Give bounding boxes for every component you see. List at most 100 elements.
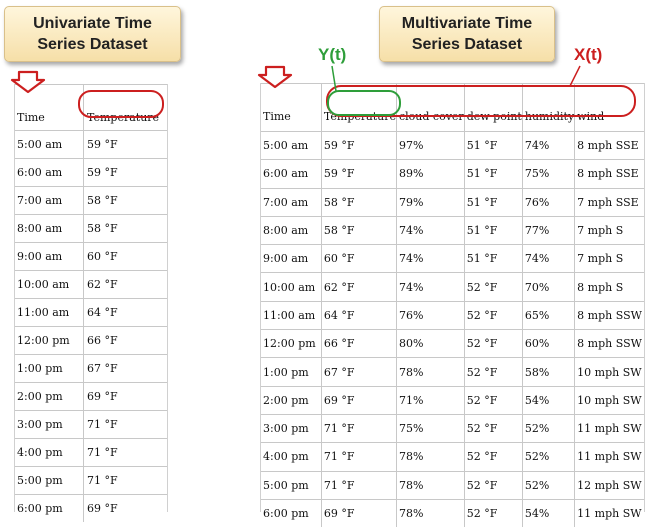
univariate-title-line2: Series Dataset — [5, 34, 180, 55]
wind-cell: 10 mph SW — [575, 386, 644, 414]
humidity-cell: 54% — [522, 499, 574, 527]
cloud-cover-cell: 75% — [397, 414, 465, 442]
time-cell: 12:00 pm — [15, 327, 84, 355]
time-cell: 12:00 pm — [261, 330, 321, 358]
time-cell: 4:00 pm — [261, 443, 321, 471]
univariate-header-row: Time Temperature — [15, 85, 167, 131]
wind-cell: 8 mph SSW — [575, 301, 644, 329]
univariate-header-time: Time — [15, 85, 84, 131]
cloud-cover-cell: 74% — [397, 245, 465, 273]
wind-cell: 8 mph S — [575, 273, 644, 301]
temperature-cell: 69 °F — [84, 383, 168, 411]
time-cell: 5:00 am — [15, 131, 84, 159]
temperature-cell: 71 °F — [84, 467, 168, 495]
multivariate-table: Time Temperature cloud cover dew point h… — [261, 83, 644, 527]
dew-point-cell: 52 °F — [464, 330, 522, 358]
multivariate-header-temperature: Temperature — [321, 84, 396, 132]
humidity-cell: 58% — [522, 358, 574, 386]
temperature-cell: 64 °F — [84, 299, 168, 327]
temperature-cell: 71 °F — [321, 443, 396, 471]
y-t-label: Y(t) — [318, 45, 346, 65]
time-cell: 1:00 pm — [15, 355, 84, 383]
humidity-cell: 76% — [522, 188, 574, 216]
time-cell: 4:00 pm — [15, 439, 84, 467]
wind-cell: 8 mph SSE — [575, 132, 644, 160]
dew-point-cell: 51 °F — [464, 188, 522, 216]
wind-cell: 11 mph SW — [575, 443, 644, 471]
time-cell: 11:00 am — [261, 301, 321, 329]
time-cell: 8:00 am — [15, 215, 84, 243]
dew-point-cell: 51 °F — [464, 132, 522, 160]
temperature-cell: 62 °F — [321, 273, 396, 301]
wind-cell: 8 mph SSW — [575, 330, 644, 358]
multivariate-header-dew-point: dew point — [464, 84, 522, 132]
time-cell: 6:00 am — [15, 159, 84, 187]
temperature-cell: 59 °F — [84, 159, 168, 187]
humidity-cell: 74% — [522, 245, 574, 273]
temperature-cell: 60 °F — [84, 243, 168, 271]
temperature-cell: 64 °F — [321, 301, 396, 329]
humidity-cell: 74% — [522, 132, 574, 160]
x-t-label: X(t) — [574, 45, 602, 65]
multivariate-title-line2: Series Dataset — [380, 34, 554, 55]
temperature-cell: 71 °F — [84, 411, 168, 439]
multivariate-header-row: Time Temperature cloud cover dew point h… — [261, 84, 644, 132]
multivariate-header-humidity: humidity — [522, 84, 574, 132]
dew-point-cell: 51 °F — [464, 245, 522, 273]
cloud-cover-cell: 97% — [397, 132, 465, 160]
time-cell: 2:00 pm — [15, 383, 84, 411]
univariate-title: Univariate Time Series Dataset — [4, 6, 181, 62]
temperature-cell: 58 °F — [321, 188, 396, 216]
temperature-cell: 60 °F — [321, 245, 396, 273]
temperature-cell: 59 °F — [321, 160, 396, 188]
time-cell: 3:00 pm — [15, 411, 84, 439]
dew-point-cell: 51 °F — [464, 160, 522, 188]
time-cell: 8:00 am — [261, 216, 321, 244]
time-cell: 6:00 pm — [261, 499, 321, 527]
cloud-cover-cell: 78% — [397, 471, 465, 499]
wind-cell: 7 mph S — [575, 245, 644, 273]
humidity-cell: 60% — [522, 330, 574, 358]
dew-point-cell: 52 °F — [464, 443, 522, 471]
time-cell: 10:00 am — [15, 271, 84, 299]
cloud-cover-cell: 80% — [397, 330, 465, 358]
temperature-cell: 58 °F — [84, 215, 168, 243]
temperature-cell: 59 °F — [321, 132, 396, 160]
humidity-cell: 52% — [522, 471, 574, 499]
cloud-cover-cell: 78% — [397, 358, 465, 386]
wind-cell: 10 mph SW — [575, 358, 644, 386]
humidity-cell: 77% — [522, 216, 574, 244]
dew-point-cell: 51 °F — [464, 216, 522, 244]
cloud-cover-cell: 74% — [397, 273, 465, 301]
dew-point-cell: 52 °F — [464, 273, 522, 301]
time-cell: 2:00 pm — [261, 386, 321, 414]
univariate-title-line1: Univariate Time — [5, 13, 180, 34]
time-cell: 5:00 pm — [15, 467, 84, 495]
time-cell: 11:00 am — [15, 299, 84, 327]
wind-cell: 7 mph S — [575, 216, 644, 244]
time-cell: 9:00 am — [15, 243, 84, 271]
